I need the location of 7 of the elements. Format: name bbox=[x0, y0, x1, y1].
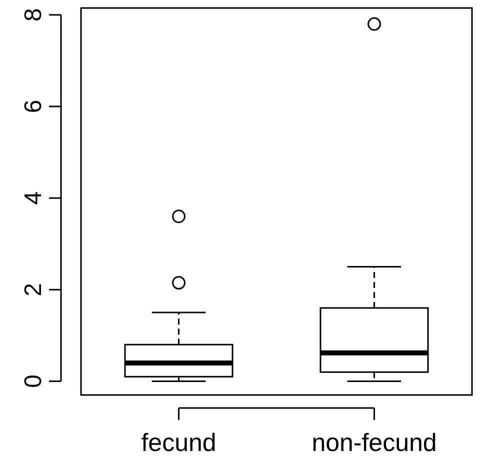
x-tick-label: non-fecund bbox=[312, 429, 437, 457]
y-tick-label: 4 bbox=[20, 191, 47, 205]
y-tick-label: 6 bbox=[20, 100, 47, 114]
x-tick-label: fecund bbox=[141, 429, 216, 457]
y-tick-label: 8 bbox=[20, 8, 47, 22]
y-tick-label: 0 bbox=[20, 374, 47, 388]
y-tick-label: 2 bbox=[20, 282, 47, 296]
